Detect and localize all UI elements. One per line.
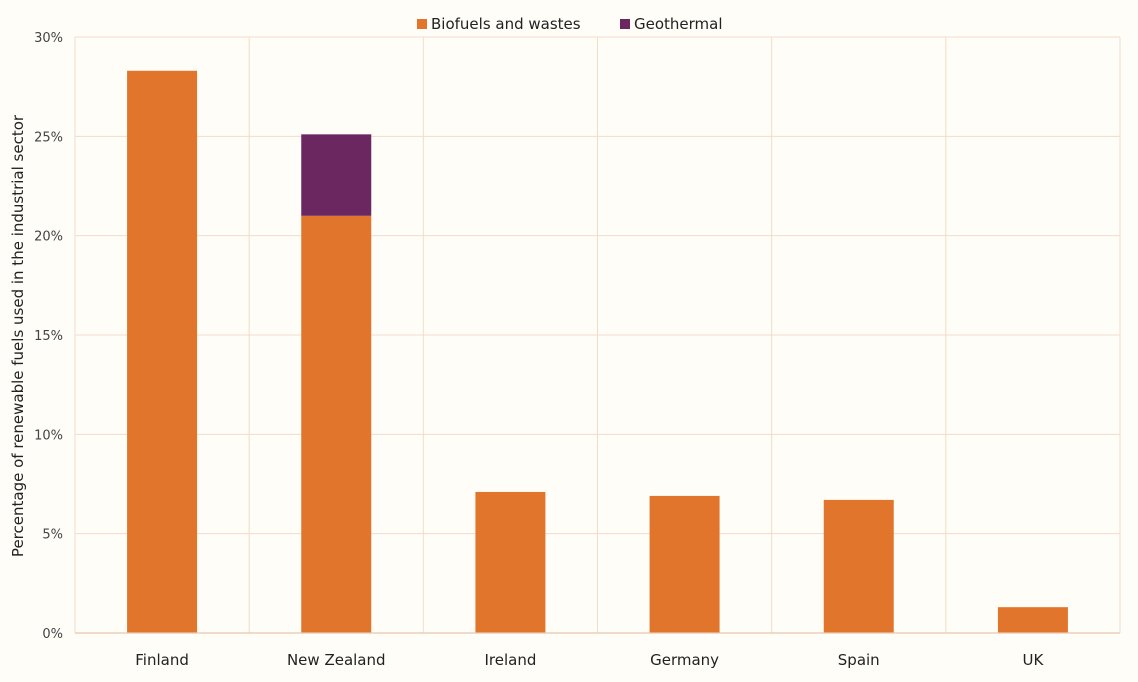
legend: Biofuels and wastes Geothermal: [417, 15, 723, 33]
legend-label: Geothermal: [634, 15, 723, 33]
y-axis-label: Percentage of renewable fuels used in th…: [9, 114, 27, 557]
gridlines: [74, 36, 1121, 633]
x-tick-label: New Zealand: [287, 651, 386, 669]
x-tick-label: Spain: [838, 651, 880, 669]
y-tick-label: 25%: [34, 130, 63, 145]
bar-biofuels-and-wastes: [127, 70, 198, 634]
legend-swatch: [620, 19, 630, 29]
x-tick-label: Ireland: [484, 651, 536, 669]
bar-geothermal: [301, 134, 372, 216]
bar-biofuels-and-wastes: [301, 215, 372, 634]
y-tick-label: 20%: [34, 230, 63, 245]
y-tick-label: 30%: [34, 31, 63, 46]
legend-swatch: [417, 19, 427, 29]
y-tick-label: 5%: [42, 528, 63, 543]
bar-biofuels-and-wastes: [475, 491, 546, 633]
bar-biofuels-and-wastes: [649, 495, 720, 633]
bar-biofuels-and-wastes: [823, 499, 894, 633]
bar-biofuels-and-wastes: [997, 607, 1068, 633]
y-tick-label: 0%: [42, 627, 63, 642]
y-tick-label: 10%: [34, 428, 63, 443]
x-tick-label: Finland: [135, 651, 189, 669]
y-tick-label: 15%: [34, 329, 63, 344]
x-tick-label: Germany: [650, 651, 719, 669]
axes: 0% 5% 10% 15% 20% 25% 30% Finland New Zealand Ire…: [34, 31, 1120, 669]
legend-label: Biofuels and wastes: [431, 15, 581, 33]
bars: [127, 70, 1068, 634]
x-tick-label: UK: [1023, 651, 1045, 669]
